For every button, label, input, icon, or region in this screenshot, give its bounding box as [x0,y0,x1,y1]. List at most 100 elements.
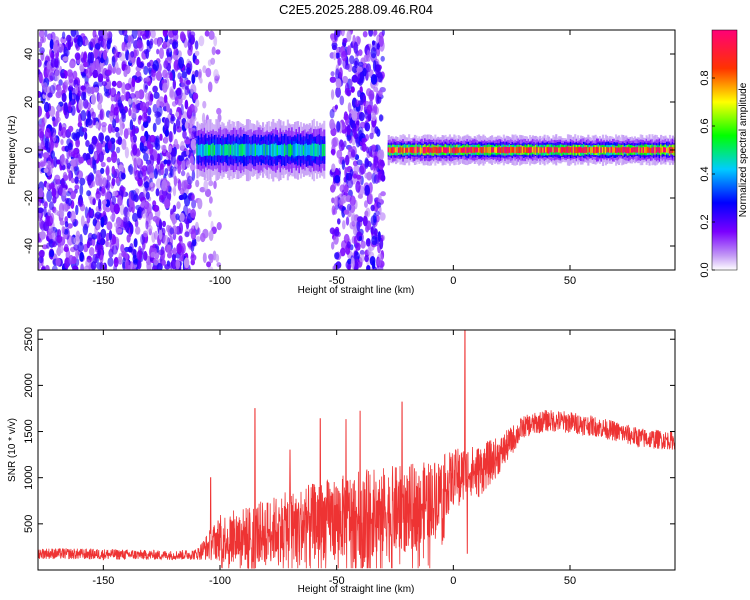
spectrogram-cell [92,198,96,206]
spectrogram-cell [642,147,645,153]
spectrogram-cell [600,147,603,153]
spectrogram-cell [343,115,349,121]
spectrogram-cell [486,147,489,153]
spectrogram-cell [93,48,99,59]
spectrogram-cell [175,259,181,270]
spectrogram-cell [86,190,91,197]
spectrogram-cell [79,251,84,262]
spectrogram-cell [629,147,632,153]
spectrogram-cell [216,144,219,156]
spectrogram-cell [561,146,564,154]
spectrogram-cell [43,101,50,113]
spectrogram-cell [52,241,57,248]
spectrogram-cell [101,199,107,205]
spectrogram-cell [577,147,580,154]
spectrogram-cell [41,36,47,43]
spectrogram-cell [100,216,105,228]
spectrogram-cell [192,92,199,101]
y-tick-label: 2000 [23,373,35,397]
spectrogram-cell [90,38,95,48]
spectrogram-cell [556,147,559,153]
snr-y-label: SNR (10 * v/v) [7,418,18,482]
spectrogram-cell [418,147,421,153]
spectrogram-cell [52,132,57,143]
spectrogram-cell [279,145,282,155]
spectrogram-cell [552,147,555,153]
spectrogram-cell [587,147,590,153]
spectrogram-cell [54,209,60,216]
spectrogram-cell [658,147,661,154]
spectrogram-cell [38,58,42,68]
spectrogram-cell [666,147,669,153]
spectrogram-cell [329,108,335,119]
spectrogram-cell [213,180,217,190]
spectrogram-cell [510,146,513,153]
spectrogram-cell [330,71,335,77]
spectrogram-cell [106,221,113,231]
spectrogram-cell [183,204,189,217]
spectrogram-cell [438,146,441,154]
spectrogram-cell [38,69,41,75]
spectrogram-cell [84,131,88,140]
spectrogram-cell [364,255,369,263]
spectrogram-cell [125,261,131,270]
spectrogram-cell [533,147,536,153]
spectrogram-cell [521,146,524,154]
spectrogram-cell [91,180,96,188]
spectrogram-cell [161,179,168,192]
spectrogram-cell [152,204,160,212]
spectrogram-cell [150,30,156,39]
spectrogram-cell [361,137,368,143]
spectrogram-cell [457,147,460,153]
spectrogram-cell [208,144,211,156]
spectrogram-cell [291,144,294,156]
spectrogram-cell [64,257,70,270]
spectrogram-cell [307,144,310,156]
spectrogram-cell [523,146,526,153]
spectrogram-cell [422,147,425,154]
spectrogram-cell [588,147,591,153]
spectrogram-cell [189,31,196,38]
spectrogram-cell [336,149,343,159]
spectrogram-cell [128,107,132,117]
spectrogram-cell [71,236,75,245]
spectrogram-cell [310,144,313,156]
spectrogram-cell [143,181,150,189]
spectrogram-cell [100,161,106,168]
spectrogram-cell [70,158,76,167]
spectrogram-cell [101,185,106,194]
spectrogram-cell [347,265,351,270]
x-tick-label: -50 [329,575,345,587]
spectrogram-cell [272,143,275,157]
spectrogram-cell [350,257,355,269]
spectrogram-cell [264,144,267,157]
spectrogram-cell [331,241,335,250]
spectrogram-cell [86,240,91,249]
spectrogram-cell [171,253,176,261]
spectrogram-cell [545,147,548,153]
spectrogram-cell [105,167,110,176]
spectrogram-cell [172,247,177,255]
spectrogram-cell [628,146,631,154]
spectrogram-cell [178,222,183,235]
spectrogram-cell [511,147,514,153]
spectrogram-cell [155,116,161,125]
spectrogram-cell [371,260,376,270]
spectrogram-cell [166,103,171,113]
spectrogram-y-ticks: -40 -20 0 20 40 [23,48,675,254]
spectrogram-cell [191,116,197,122]
spectrogram-cell [102,49,108,61]
spectrogram-cell [102,38,107,50]
spectrogram-cell [161,259,166,266]
colorbar-tick-label: 0.8 [699,70,711,85]
spectrogram-cell [61,126,67,139]
spectrogram-cell [42,152,50,159]
spectrogram-cell [58,43,64,53]
spectrogram-cell [200,143,203,157]
spectrogram-cell [109,215,115,221]
spectrogram-cell [158,37,163,46]
spectrogram-cell [109,110,114,117]
spectrogram-cell [168,145,172,153]
spectrogram-cell [169,72,173,81]
spectrogram-cell [54,174,61,183]
